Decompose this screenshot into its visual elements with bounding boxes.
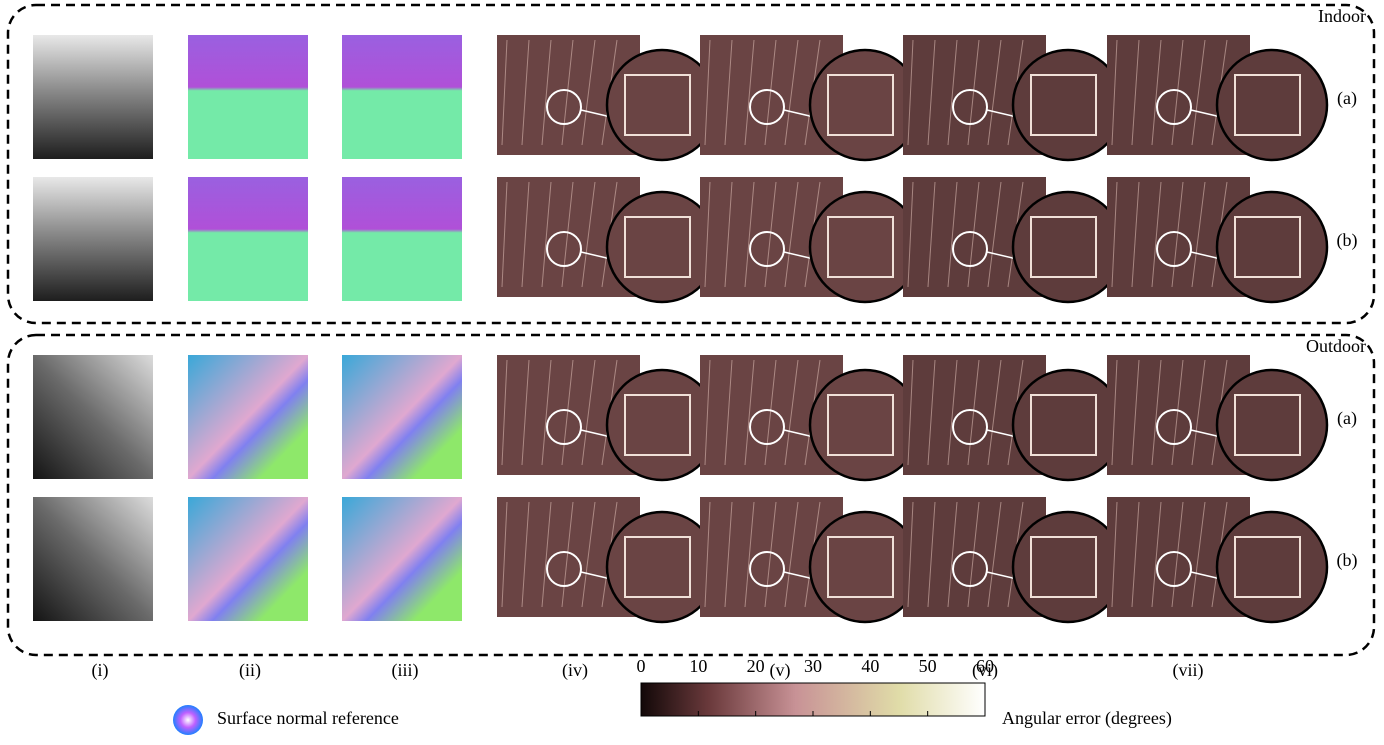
column-label: (i) xyxy=(92,660,109,681)
zoom-circle xyxy=(1013,50,1123,160)
colorbar-tick-label: 60 xyxy=(976,656,994,676)
zoom-circle xyxy=(1013,370,1123,480)
column-label: (ii) xyxy=(239,660,261,681)
depth-map xyxy=(33,35,153,159)
zoom-circle xyxy=(1217,192,1327,302)
zoom-circle xyxy=(1217,512,1327,622)
normal-map xyxy=(188,177,308,301)
normal-map xyxy=(342,497,462,621)
normal-map xyxy=(188,497,308,621)
section-label: Indoor xyxy=(1318,6,1366,26)
row-label: (b) xyxy=(1337,550,1358,571)
colorbar-tick-label: 10 xyxy=(689,656,707,676)
colorbar-label: Angular error (degrees) xyxy=(1002,708,1172,729)
depth-map xyxy=(33,497,153,621)
zoom-circle xyxy=(1013,192,1123,302)
normal-map xyxy=(342,355,462,479)
zoom-circle xyxy=(1217,50,1327,160)
colorbar-tick-label: 40 xyxy=(861,656,879,676)
row-label: (b) xyxy=(1337,230,1358,251)
normal-map xyxy=(188,355,308,479)
depth-map xyxy=(33,355,153,479)
column-label: (iv) xyxy=(562,660,588,681)
zoom-circle xyxy=(1217,370,1327,480)
colorbar-tick-label: 0 xyxy=(637,656,646,676)
legend-label: Surface normal reference xyxy=(217,708,399,728)
column-label: (v) xyxy=(770,660,791,681)
row-label: (a) xyxy=(1337,408,1357,429)
colorbar-tick-label: 30 xyxy=(804,656,822,676)
section-label: Outdoor xyxy=(1306,336,1366,356)
figure: Surface normal reference Angular error (… xyxy=(0,0,1384,745)
depth-map xyxy=(33,177,153,301)
column-label: (iii) xyxy=(392,660,419,681)
row-label: (a) xyxy=(1337,88,1357,109)
normal-map xyxy=(188,35,308,159)
normal-map xyxy=(342,177,462,301)
normal-map xyxy=(342,35,462,159)
colorbar-tick-label: 50 xyxy=(919,656,937,676)
column-label: (vii) xyxy=(1173,660,1204,681)
zoom-circle xyxy=(1013,512,1123,622)
colorbar-tick-label: 20 xyxy=(747,656,765,676)
normal-sphere xyxy=(173,705,203,735)
